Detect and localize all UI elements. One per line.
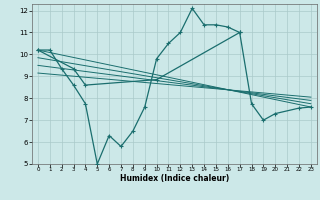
X-axis label: Humidex (Indice chaleur): Humidex (Indice chaleur) bbox=[120, 174, 229, 183]
